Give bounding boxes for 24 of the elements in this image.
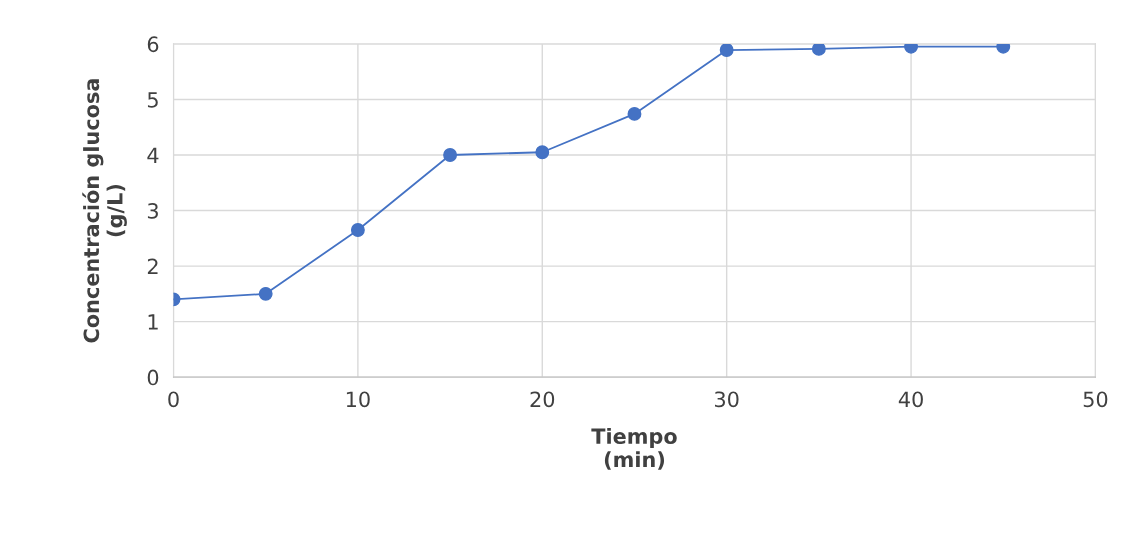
- x-tick-label: 20: [530, 391, 555, 408]
- x-tick-label: 30: [715, 391, 739, 408]
- x-axis-title: Tiempo (min): [591, 427, 677, 470]
- x-tick-label: 10: [346, 391, 370, 408]
- y-tick-label: 2: [147, 258, 158, 274]
- y-tick-label: 4: [147, 147, 159, 163]
- y-tick-label: 5: [147, 92, 158, 108]
- x-tick-label: 50: [1083, 391, 1108, 408]
- y-axis-title: Concentración glucosa (g/L): [82, 79, 127, 343]
- point: [904, 43, 919, 54]
- point: [719, 43, 734, 57]
- point: [443, 148, 458, 162]
- y-tick-label: 3: [147, 202, 158, 219]
- y-tick-label: 6: [147, 36, 159, 53]
- point: [258, 286, 273, 301]
- x-tick-label: 0: [168, 391, 179, 408]
- point: [996, 43, 1011, 54]
- point: [350, 223, 365, 237]
- y-tick-label: 0: [147, 369, 159, 386]
- y-tick-label: 1: [148, 314, 158, 330]
- point: [811, 43, 826, 56]
- point: [535, 145, 550, 160]
- x-tick-label: 40: [898, 391, 923, 408]
- point: [627, 106, 642, 121]
